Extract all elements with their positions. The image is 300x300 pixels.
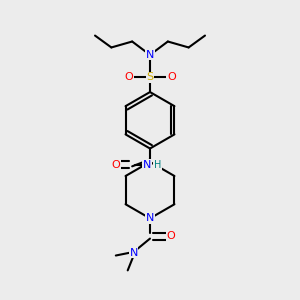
Text: O: O [124,72,133,82]
Text: N: N [146,213,154,224]
Text: O: O [167,72,176,82]
Text: H: H [154,160,161,170]
Text: N: N [146,50,154,60]
Text: N: N [143,160,151,170]
Text: S: S [146,72,154,82]
Text: N: N [130,248,138,257]
Text: O: O [111,160,120,170]
Text: O: O [167,231,175,241]
